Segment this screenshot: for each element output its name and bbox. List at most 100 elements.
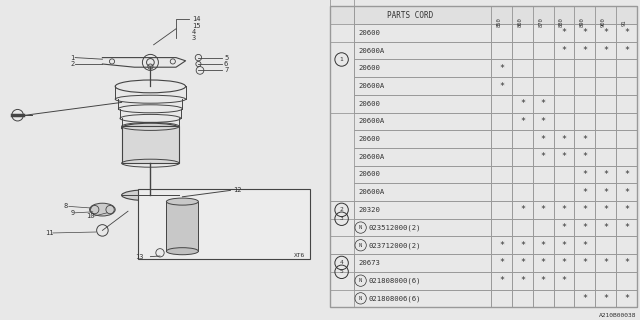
- Bar: [575, 201, 595, 219]
- Text: 20600A: 20600A: [358, 189, 385, 195]
- Text: 6: 6: [224, 61, 228, 67]
- Text: 20600: 20600: [358, 65, 380, 71]
- Text: N: N: [359, 296, 362, 301]
- Bar: [492, 219, 512, 236]
- Bar: [330, 254, 354, 272]
- Text: 870: 870: [538, 18, 543, 27]
- Text: *: *: [582, 46, 588, 55]
- Text: 021808006(6): 021808006(6): [369, 295, 422, 302]
- Bar: [595, 24, 616, 42]
- Bar: [554, 290, 575, 307]
- Text: *: *: [541, 152, 546, 161]
- Text: 7: 7: [224, 68, 228, 73]
- Text: *: *: [499, 241, 504, 250]
- Bar: [595, 219, 616, 236]
- Bar: [532, 290, 554, 307]
- Bar: [554, 201, 575, 219]
- Bar: [616, 95, 637, 113]
- Text: 900: 900: [600, 18, 605, 27]
- Text: 850: 850: [497, 18, 502, 27]
- Bar: [492, 24, 512, 42]
- Text: 20600A: 20600A: [358, 48, 385, 54]
- Bar: [354, 95, 492, 113]
- Bar: [595, 95, 616, 113]
- Bar: [575, 290, 595, 307]
- Bar: [616, 183, 637, 201]
- Text: PARTS CORD: PARTS CORD: [387, 11, 433, 20]
- Text: 3: 3: [340, 216, 344, 221]
- Bar: [354, 219, 492, 236]
- Text: *: *: [624, 188, 629, 197]
- Text: *: *: [582, 170, 588, 179]
- Bar: [532, 95, 554, 113]
- Bar: [492, 183, 512, 201]
- Text: *: *: [520, 259, 525, 268]
- Bar: [616, 24, 637, 42]
- Text: *: *: [624, 28, 629, 37]
- Text: *: *: [499, 259, 504, 268]
- Text: 20600A: 20600A: [358, 118, 385, 124]
- Bar: [512, 77, 532, 95]
- Bar: [616, 77, 637, 95]
- Text: *: *: [624, 170, 629, 179]
- Text: 2: 2: [340, 207, 344, 212]
- Bar: [595, 113, 616, 130]
- Bar: [512, 236, 532, 254]
- Bar: [616, 166, 637, 183]
- Bar: [616, 201, 637, 219]
- Bar: [616, 148, 637, 166]
- Text: 14: 14: [192, 16, 200, 22]
- Bar: [595, 290, 616, 307]
- Bar: [532, 166, 554, 183]
- Bar: [616, 6, 637, 24]
- Bar: [595, 77, 616, 95]
- Bar: [354, 24, 492, 42]
- Text: *: *: [499, 82, 504, 91]
- Bar: [512, 148, 532, 166]
- Bar: [492, 130, 512, 148]
- Bar: [616, 272, 637, 290]
- Text: N: N: [359, 278, 362, 283]
- Bar: [575, 148, 595, 166]
- Text: 860: 860: [517, 18, 522, 27]
- Text: 5: 5: [340, 269, 344, 274]
- Text: 023712000(2): 023712000(2): [369, 242, 422, 249]
- Text: A210B00038: A210B00038: [599, 313, 637, 318]
- Bar: [616, 219, 637, 236]
- Bar: [512, 60, 532, 77]
- Bar: [595, 272, 616, 290]
- Bar: [354, 60, 492, 77]
- Text: *: *: [624, 46, 629, 55]
- Text: 5: 5: [224, 55, 228, 60]
- Bar: [616, 113, 637, 130]
- Bar: [575, 183, 595, 201]
- Text: *: *: [624, 294, 629, 303]
- Text: 20600: 20600: [358, 30, 380, 36]
- Bar: [330, 201, 354, 236]
- Text: *: *: [603, 46, 608, 55]
- Text: 20320: 20320: [358, 207, 380, 213]
- Text: *: *: [520, 117, 525, 126]
- Text: *: *: [520, 241, 525, 250]
- Bar: [532, 272, 554, 290]
- Text: *: *: [582, 259, 588, 268]
- Text: *: *: [603, 223, 608, 232]
- Bar: [616, 60, 637, 77]
- Text: 1: 1: [70, 55, 75, 60]
- Bar: [532, 236, 554, 254]
- Bar: [354, 272, 492, 290]
- Text: *: *: [603, 259, 608, 268]
- Text: *: *: [541, 259, 546, 268]
- Bar: [575, 272, 595, 290]
- Text: *: *: [624, 205, 629, 214]
- Bar: [492, 236, 512, 254]
- Text: *: *: [561, 259, 566, 268]
- Text: *: *: [582, 205, 588, 214]
- Text: 4: 4: [192, 29, 196, 35]
- Bar: [512, 201, 532, 219]
- Bar: [492, 166, 512, 183]
- Bar: [575, 166, 595, 183]
- Bar: [554, 60, 575, 77]
- Bar: [492, 201, 512, 219]
- Bar: [492, 148, 512, 166]
